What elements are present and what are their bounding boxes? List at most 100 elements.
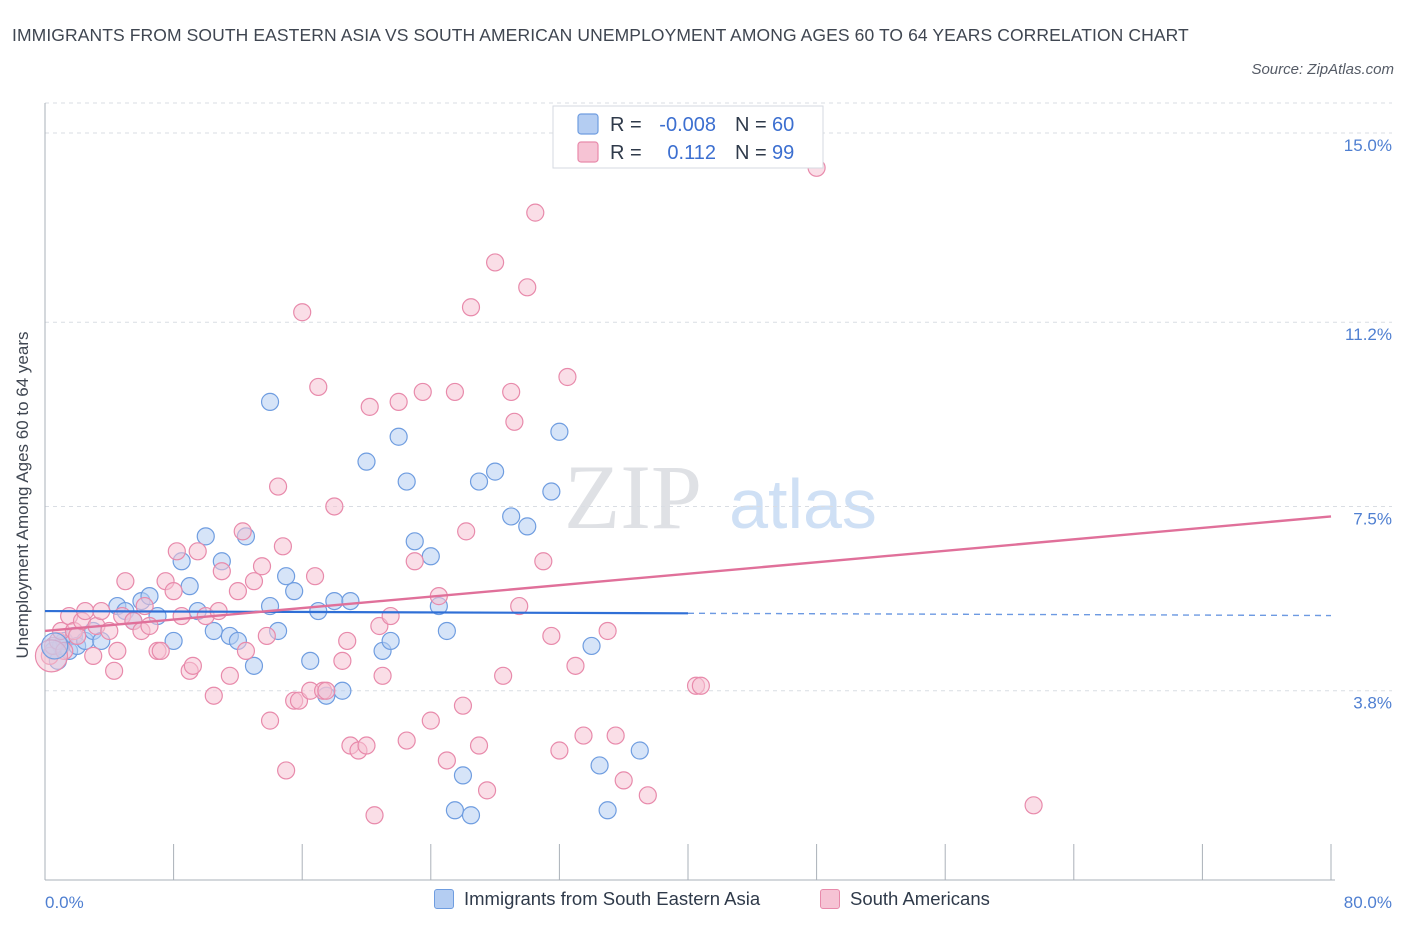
point-south-american (244, 572, 264, 591)
legend-swatch-blue (577, 113, 599, 135)
point-south-american (510, 596, 529, 616)
legend-r-value-2: 0.112 (667, 142, 716, 164)
point-sea (598, 801, 617, 820)
point-sea (285, 582, 304, 601)
point-south-american (105, 661, 124, 680)
bottom-legend-item-1: Immigrants from South Eastern Asia (434, 888, 760, 910)
point-sea (421, 547, 440, 566)
point-sea (357, 452, 376, 471)
point-south-american (505, 412, 524, 431)
bottom-legend-label-1: Immigrants from South Eastern Asia (464, 888, 761, 909)
point-south-american (268, 477, 288, 496)
point-south-american (1024, 796, 1043, 815)
point-south-american (502, 382, 521, 402)
point-south-american (413, 382, 432, 402)
point-south-american (389, 392, 408, 411)
point-south-american (277, 761, 296, 780)
point-sea (542, 482, 561, 501)
point-south-american (494, 666, 513, 685)
bottom-legend-swatch-pink (820, 889, 840, 909)
legend-n-label-1: N = (735, 114, 767, 136)
point-south-american (84, 646, 103, 665)
point-sea (469, 472, 489, 491)
point-south-american (338, 631, 357, 651)
point-south-american (397, 731, 416, 750)
point-south-american (542, 626, 561, 646)
point-sea (518, 517, 537, 536)
bottom-legend: Immigrants from South Eastern Asia South… (0, 888, 1406, 916)
point-south-american (325, 497, 344, 516)
point-south-american (566, 656, 585, 675)
legend-r-value-1: -0.008 (659, 114, 716, 136)
point-south-american (360, 397, 379, 416)
point-south-american (606, 726, 625, 745)
point-south-american (305, 567, 325, 586)
point-south-american (381, 606, 400, 626)
point-south-american (558, 367, 577, 387)
point-south-american (293, 303, 312, 322)
point-south-american (574, 726, 593, 745)
legend-n-value-1: 60 (772, 114, 794, 136)
point-south-american (164, 582, 183, 601)
point-sea (341, 591, 360, 611)
axes: 3.8% 7.5% 11.2% 15.0% 0.0% 80.0% (44, 103, 1392, 912)
y-tick-label: 15.0% (1344, 136, 1392, 155)
point-sea (461, 806, 481, 825)
y-tick-label: 11.2% (1345, 325, 1392, 344)
point-south-american (151, 641, 170, 661)
point-south-american (453, 696, 473, 715)
point-sea (590, 756, 609, 775)
point-sea (325, 591, 344, 611)
point-south-american (236, 641, 256, 661)
legend-box: R = -0.008 N = 60 R = 0.112 N = 99 (552, 105, 824, 169)
point-sea (453, 766, 473, 785)
point-south-american (167, 542, 186, 561)
point-south-american (252, 557, 272, 576)
y-tick-label: 3.8% (1353, 694, 1392, 713)
y-axis-label: Unemployment Among Ages 60 to 64 years (13, 332, 32, 659)
point-south-american (204, 686, 223, 705)
y-tick-label: 7.5% (1353, 509, 1392, 528)
chart-title: IMMIGRANTS FROM SOUTH EASTERN ASIA VS SO… (12, 25, 1189, 45)
point-south-american (309, 377, 328, 397)
point-sea (244, 656, 264, 675)
point-south-american (691, 676, 710, 695)
point-south-american (116, 572, 135, 591)
point-sea (550, 422, 569, 441)
point-south-american (457, 522, 476, 541)
x-tick-label-max: 80.0% (1344, 893, 1392, 912)
trend-line-sea-extension (687, 612, 1332, 617)
point-south-american (172, 606, 191, 626)
point-sea (630, 741, 649, 760)
legend-swatch-pink (577, 141, 599, 163)
point-south-american (421, 711, 440, 730)
point-south-american (445, 382, 465, 402)
point-sea (405, 532, 424, 551)
point-south-american (518, 278, 537, 297)
point-sea (333, 681, 352, 700)
point-south-american (220, 666, 239, 685)
point-south-american (469, 736, 489, 755)
point-south-american (365, 806, 384, 825)
watermark-atlas: atlas (729, 465, 877, 543)
point-sea (389, 427, 408, 446)
point-south-american (638, 786, 657, 805)
legend-n-value-2: 99 (772, 142, 794, 164)
point-south-american (228, 582, 247, 601)
trend-line-sea (44, 609, 689, 615)
bottom-legend-item-2: South Americans (820, 888, 990, 910)
point-south-american (357, 736, 376, 755)
point-south-american (273, 537, 293, 556)
point-sea (486, 462, 505, 481)
point-south-american (461, 298, 481, 317)
point-sea (445, 801, 465, 820)
point-sea (180, 577, 199, 596)
point-south-american (233, 522, 252, 541)
data-points (34, 158, 1043, 825)
point-south-american (534, 552, 553, 571)
grid-lines (45, 102, 1392, 692)
point-sea (582, 636, 601, 656)
point-south-american (486, 253, 505, 272)
point-sea (277, 567, 296, 586)
